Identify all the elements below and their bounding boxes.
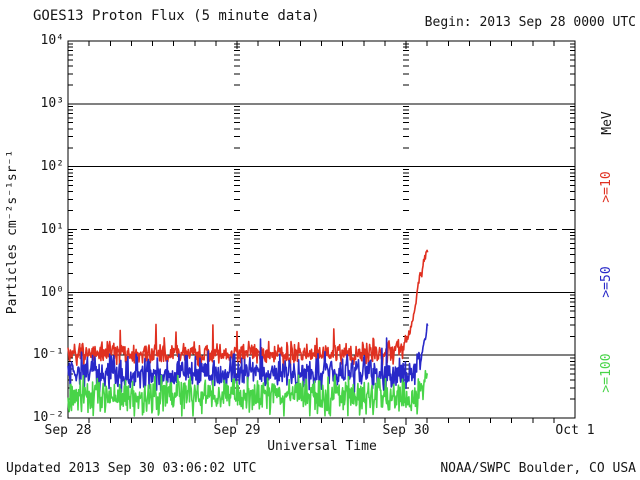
legend-label-ge50: >=50: [599, 266, 614, 298]
x-axis-label: Universal Time: [267, 439, 377, 454]
x-tick-oct1: Oct 1: [555, 423, 595, 438]
y-tick-1e0: 10⁰: [40, 285, 64, 300]
source-attribution: NOAA/SWPC Boulder, CO USA: [440, 461, 636, 476]
y-tick-1e4: 10⁴: [40, 33, 64, 48]
x-tick-sep29: Sep 29: [213, 423, 261, 438]
y-axis-label: Particles cm⁻²s⁻¹sr⁻¹: [5, 149, 20, 315]
updated-timestamp: Updated 2013 Sep 30 03:06:02 UTC: [6, 461, 257, 476]
legend-label-ge10: >=10: [599, 171, 614, 203]
y-tick-1e-2: 10⁻²: [32, 410, 64, 425]
chart-title: GOES13 Proton Flux (5 minute data): [33, 8, 320, 24]
begin-time-label: Begin: 2013 Sep 28 0000 UTC: [424, 15, 636, 30]
y-tick-1e2: 10²: [40, 159, 64, 174]
y-tick-1e-1: 10⁻¹: [32, 347, 64, 362]
legend-label-ge100: >=100: [599, 353, 614, 393]
x-tick-sep30: Sep 30: [382, 423, 430, 438]
y-tick-1e1: 10¹: [40, 222, 64, 237]
x-tick-sep28: Sep 28: [44, 423, 92, 438]
y-tick-1e3: 10³: [40, 96, 64, 111]
